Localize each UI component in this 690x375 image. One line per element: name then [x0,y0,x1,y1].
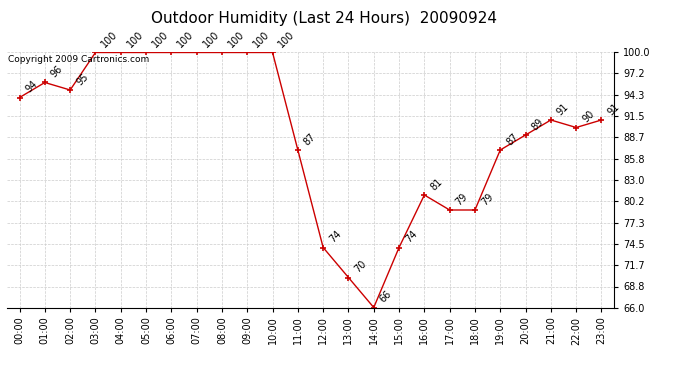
Text: 89: 89 [530,117,546,132]
Text: 74: 74 [327,229,343,245]
Text: 96: 96 [49,64,65,80]
Text: 91: 91 [606,102,622,117]
Text: 100: 100 [226,30,246,50]
Text: 100: 100 [99,30,119,50]
Text: 100: 100 [277,30,297,50]
Text: 100: 100 [150,30,170,50]
Text: 87: 87 [504,131,520,147]
Text: 94: 94 [23,79,39,95]
Text: 100: 100 [251,30,271,50]
Text: 79: 79 [454,191,470,207]
Text: 81: 81 [428,177,444,192]
Text: 100: 100 [175,30,195,50]
Text: 70: 70 [353,259,368,275]
Text: 66: 66 [378,289,394,305]
Text: Copyright 2009 Cartronics.com: Copyright 2009 Cartronics.com [8,55,149,64]
Text: 79: 79 [479,191,495,207]
Text: 95: 95 [75,71,90,87]
Text: 74: 74 [403,229,419,245]
Text: Outdoor Humidity (Last 24 Hours)  20090924: Outdoor Humidity (Last 24 Hours) 2009092… [151,11,497,26]
Text: 100: 100 [125,30,145,50]
Text: 91: 91 [555,102,571,117]
Text: 100: 100 [201,30,221,50]
Text: 90: 90 [580,109,596,125]
Text: 87: 87 [302,131,318,147]
